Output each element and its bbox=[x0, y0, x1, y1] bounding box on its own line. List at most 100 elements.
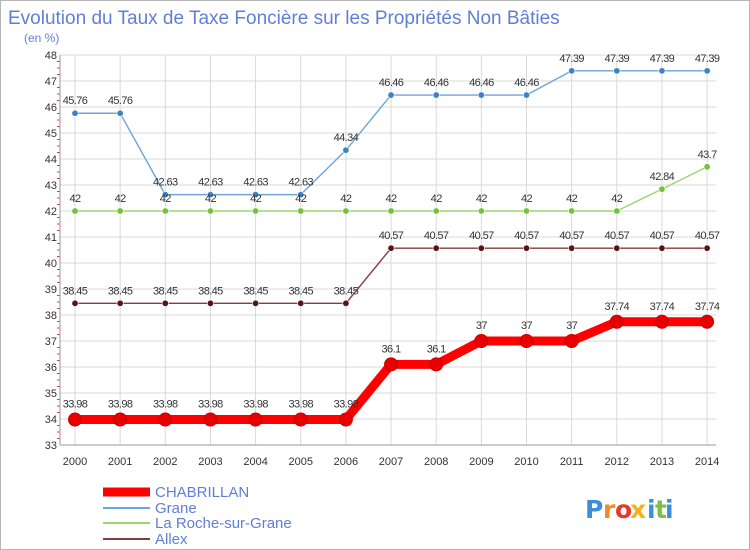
data-label: 46.46 bbox=[379, 77, 404, 89]
data-point bbox=[71, 109, 79, 117]
data-label: 38.45 bbox=[198, 285, 223, 297]
data-point bbox=[387, 244, 395, 252]
data-label: 38.45 bbox=[334, 285, 359, 297]
data-point bbox=[477, 207, 485, 215]
data-label: 37 bbox=[476, 320, 488, 332]
data-point bbox=[161, 191, 169, 199]
logo-letter: r bbox=[603, 495, 616, 524]
data-label: 40.57 bbox=[514, 230, 539, 242]
data-point bbox=[338, 412, 353, 427]
grid bbox=[60, 54, 716, 446]
y-tick-label: 41 bbox=[45, 232, 57, 244]
legend-label: La Roche-sur-Grane bbox=[155, 515, 292, 532]
data-label: 37.74 bbox=[650, 301, 675, 313]
data-label: 47.39 bbox=[559, 53, 584, 65]
data-point bbox=[564, 334, 579, 348]
data-point bbox=[161, 299, 169, 307]
data-point bbox=[522, 207, 530, 215]
data-label: 36.1 bbox=[382, 343, 401, 355]
series-lines bbox=[68, 67, 715, 427]
data-point bbox=[613, 67, 621, 75]
y-tick-label: 46 bbox=[45, 102, 57, 114]
data-label: 38.45 bbox=[243, 285, 268, 297]
x-tick-label: 2000 bbox=[63, 456, 87, 468]
data-label: 42.63 bbox=[153, 177, 178, 189]
data-label: 38.45 bbox=[288, 285, 313, 297]
data-point bbox=[252, 191, 260, 199]
y-tick-label: 35 bbox=[45, 388, 57, 400]
data-label: 33.98 bbox=[334, 399, 359, 411]
y-tick-label: 34 bbox=[45, 414, 57, 426]
x-tick-label: 2004 bbox=[243, 456, 267, 468]
data-point bbox=[68, 412, 82, 427]
data-point bbox=[116, 207, 124, 215]
data-label: 42 bbox=[566, 193, 578, 205]
data-point bbox=[387, 91, 395, 99]
data-label: 38.45 bbox=[108, 285, 133, 297]
x-tick-label: 2012 bbox=[605, 456, 629, 468]
x-tick-label: 2003 bbox=[198, 456, 222, 468]
data-label: 40.57 bbox=[424, 230, 449, 242]
x-tick-label: 2013 bbox=[650, 456, 674, 468]
data-label: 42 bbox=[295, 193, 307, 205]
data-point bbox=[161, 207, 169, 215]
data-point bbox=[658, 67, 666, 75]
logo-letter: i bbox=[647, 495, 656, 524]
data-point bbox=[342, 146, 350, 154]
data-label: 33.98 bbox=[108, 399, 133, 411]
data-label: 38.45 bbox=[153, 285, 178, 297]
data-point bbox=[248, 412, 263, 427]
x-tick-label: 2006 bbox=[334, 456, 358, 468]
data-point bbox=[522, 91, 530, 99]
data-point bbox=[206, 207, 214, 215]
logo-letter: i bbox=[665, 495, 674, 524]
data-point bbox=[568, 244, 576, 252]
data-point bbox=[568, 207, 576, 215]
data-point bbox=[158, 412, 173, 427]
x-tick-label: 2011 bbox=[560, 456, 584, 468]
x-tick-label: 2001 bbox=[108, 456, 132, 468]
data-labels: 38.45 38.45 38.45 38.45 38.45 38.45 38.45 40.57… bbox=[63, 53, 721, 411]
data-point bbox=[703, 163, 711, 171]
data-point bbox=[609, 314, 624, 329]
data-label: 42 bbox=[340, 193, 352, 205]
data-point bbox=[522, 244, 530, 252]
y-tick-label: 47 bbox=[45, 76, 57, 88]
data-label: 45.76 bbox=[108, 95, 133, 107]
data-label: 42.63 bbox=[243, 177, 268, 189]
data-point bbox=[342, 207, 350, 215]
data-label: 37.74 bbox=[605, 301, 630, 313]
data-point bbox=[206, 191, 214, 199]
data-label: 40.57 bbox=[379, 230, 404, 242]
data-label: 36.1 bbox=[427, 343, 446, 355]
data-point bbox=[297, 207, 305, 215]
data-point bbox=[703, 244, 711, 252]
x-tick-label: 2007 bbox=[379, 456, 403, 468]
data-label: 42.84 bbox=[650, 171, 675, 183]
data-point bbox=[297, 191, 305, 199]
x-tick-label: 2009 bbox=[469, 456, 493, 468]
data-point bbox=[203, 412, 218, 427]
data-point bbox=[519, 334, 534, 348]
data-label: 33.98 bbox=[63, 399, 88, 411]
data-point bbox=[613, 207, 621, 215]
data-label: 40.57 bbox=[650, 230, 675, 242]
data-point bbox=[432, 244, 440, 252]
data-label: 33.98 bbox=[198, 399, 223, 411]
data-point bbox=[252, 299, 260, 307]
x-tick-label: 2008 bbox=[424, 456, 448, 468]
legend-label: CHABRILLAN bbox=[155, 484, 249, 501]
data-point bbox=[342, 299, 350, 307]
data-label: 46.46 bbox=[424, 77, 449, 89]
data-label: 47.39 bbox=[695, 53, 720, 65]
data-label: 46.46 bbox=[514, 77, 539, 89]
data-label: 40.57 bbox=[469, 230, 494, 242]
data-point bbox=[658, 185, 666, 193]
data-point bbox=[432, 207, 440, 215]
data-label: 42 bbox=[386, 193, 398, 205]
data-label: 42.63 bbox=[198, 177, 223, 189]
y-tick-label: 39 bbox=[45, 284, 57, 296]
data-point bbox=[654, 314, 669, 329]
data-label: 37 bbox=[566, 320, 578, 332]
